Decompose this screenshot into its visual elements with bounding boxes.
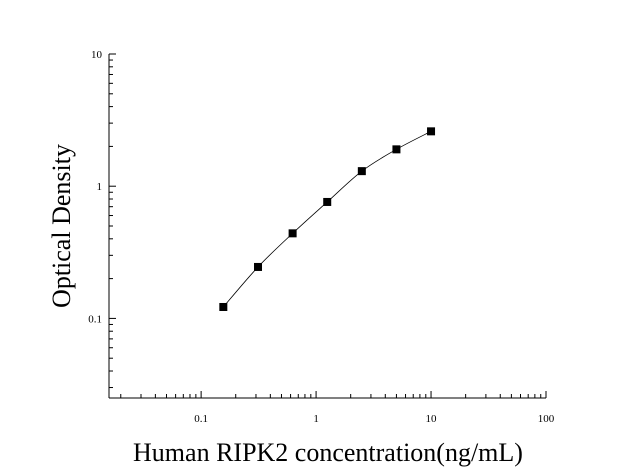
x-ticks: 0.1 1 10 100 xyxy=(120,391,555,425)
x-tick-label: 10 xyxy=(426,413,438,425)
y-ticks: 0.1 1 10 xyxy=(88,49,116,389)
y-axis-title: Optical Density xyxy=(47,144,76,308)
data-point xyxy=(357,167,366,176)
data-point xyxy=(392,145,401,154)
data-point xyxy=(288,229,297,238)
x-axis-title: Human RIPK2 concentration(ng/mL) xyxy=(133,438,523,467)
x-tick-label: 100 xyxy=(538,413,555,425)
data-points xyxy=(219,127,436,311)
axes xyxy=(108,54,546,399)
data-point xyxy=(219,302,228,311)
data-point xyxy=(323,197,332,206)
fit-curve xyxy=(223,130,432,308)
y-tick-label: 1 xyxy=(97,181,103,193)
x-tick-label: 0.1 xyxy=(194,413,208,425)
y-tick-label: 10 xyxy=(91,49,103,61)
x-tick-label: 1 xyxy=(313,413,319,425)
data-point xyxy=(254,262,263,271)
data-point xyxy=(427,127,436,136)
y-tick-label: 0.1 xyxy=(88,313,102,325)
